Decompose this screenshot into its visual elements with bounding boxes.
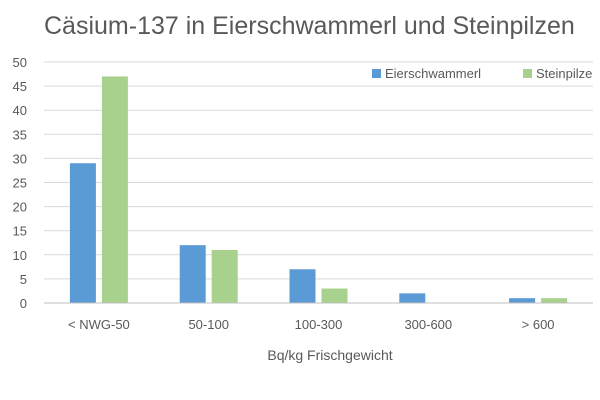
y-tick-label: 40 [13,103,27,118]
y-tick-label: 45 [13,79,27,94]
bar-steinpilze-3 [321,288,348,303]
x-tick-label: 50-100 [188,317,228,332]
gridlines [44,61,593,280]
bar-eierschwammerl-4 [399,293,426,303]
x-tick-label: 100-300 [295,317,343,332]
legend-label: Steinpilze [536,66,592,81]
bar-eierschwammerl-5 [509,298,536,303]
y-tick-label: 25 [13,176,27,191]
bar-steinpilze-1 [101,76,128,304]
y-tick-label: 15 [13,224,27,239]
x-axis-label: Bq/kg Frischgewicht [267,347,392,363]
x-tick-label: < NWG-50 [68,317,130,332]
bar-steinpilze-2 [211,249,238,303]
y-tick-label: 50 [13,55,27,70]
y-tick-label: 10 [13,248,27,263]
x-tick-label: > 600 [522,317,555,332]
y-tick-label: 5 [20,272,27,287]
y-axis-ticks: 0 5 10 15 20 25 30 35 40 45 50 [13,55,27,311]
legend: Eierschwammerl Steinpilze [372,66,592,81]
y-tick-label: 0 [20,296,27,311]
bars [69,76,568,304]
bar-steinpilze-5 [541,298,568,303]
y-tick-label: 20 [13,200,27,215]
y-tick-label: 35 [13,127,27,142]
bar-eierschwammerl-1 [69,163,96,303]
chart-title: Cäsium-137 in Eierschwammerl und Steinpi… [44,12,575,40]
x-axis-ticks: < NWG-50 50-100 100-300 300-600 > 600 [68,317,555,332]
y-tick-label: 30 [13,151,27,166]
bar-eierschwammerl-2 [179,245,206,303]
legend-swatch [523,69,532,78]
legend-label: Eierschwammerl [385,66,481,81]
legend-swatch [372,69,381,78]
bar-eierschwammerl-3 [289,269,316,303]
x-tick-label: 300-600 [404,317,452,332]
